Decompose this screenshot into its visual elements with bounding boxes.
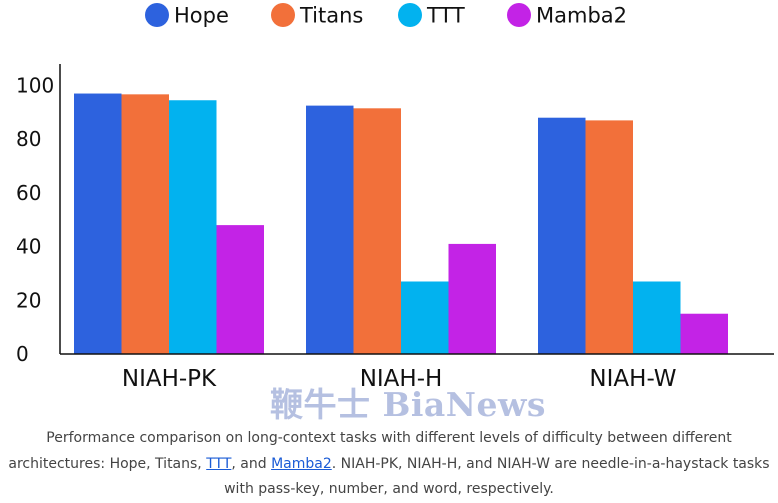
ttt-link[interactable]: TTT [206,455,232,472]
caption-text: architectures: Hope, Titans, [8,455,207,472]
figure-caption: Performance comparison on long-context t… [0,426,778,503]
caption-text: . NIAH-PK, NIAH-H, and NIAH-W are needle… [331,455,770,472]
bar-titans-niah-h [353,108,401,354]
legend-swatch-ttt [398,3,422,27]
bar-hope-niah-pk [74,93,122,354]
bar-titans-niah-w [585,120,633,354]
legend-label-hope: Hope [174,4,229,28]
legend-swatch-hope [145,3,169,27]
legend-swatch-mamba2 [507,3,531,27]
x-tick-label-niah-h: NIAH-H [360,366,443,392]
bar-ttt-niah-pk [169,100,217,354]
caption-line-1: Performance comparison on long-context t… [46,430,732,446]
bar-hope-niah-h [306,105,354,355]
x-axis: NIAH-PK NIAH-H NIAH-W [60,353,774,392]
x-tick-label-niah-pk: NIAH-PK [122,366,217,392]
bar-hope-niah-w [538,117,586,354]
caption-text: , and [231,455,272,472]
caption-line-2: architectures: Hope, Titans, TTT, and Ma… [0,452,778,478]
legend-label-ttt: TTT [426,4,465,28]
y-tick-label: 20 [16,288,41,312]
y-tick-label: 40 [16,235,41,259]
bar-chart: Hope Titans TTT Mamba2 0 20 40 60 80 100 NIAH-PK… [16,3,774,392]
legend-label-mamba2: Mamba2 [536,4,627,28]
y-tick-label: 60 [16,181,41,205]
y-tick-label: 0 [16,342,29,366]
y-tick-label: 80 [16,127,41,151]
bar-ttt-niah-h [401,281,449,354]
bar-mamba2-niah-w [680,313,728,354]
legend: Hope Titans TTT Mamba2 [145,3,627,28]
bar-mamba2-niah-h [448,243,496,354]
x-tick-label-niah-w: NIAH-W [589,366,676,392]
bar-titans-niah-pk [121,94,169,354]
legend-label-titans: Titans [299,4,363,28]
watermark: 鞭牛士 BiaNews [270,385,546,424]
bar-mamba2-niah-pk [216,225,264,354]
bars [74,93,728,355]
y-axis: 0 20 40 60 80 100 [16,64,61,366]
legend-swatch-titans [271,3,295,27]
mamba2-link[interactable]: Mamba2 [271,455,332,472]
bar-ttt-niah-w [633,281,681,354]
y-tick-label: 100 [16,73,54,97]
caption-line-3: with pass-key, number, and word, respect… [224,481,554,497]
